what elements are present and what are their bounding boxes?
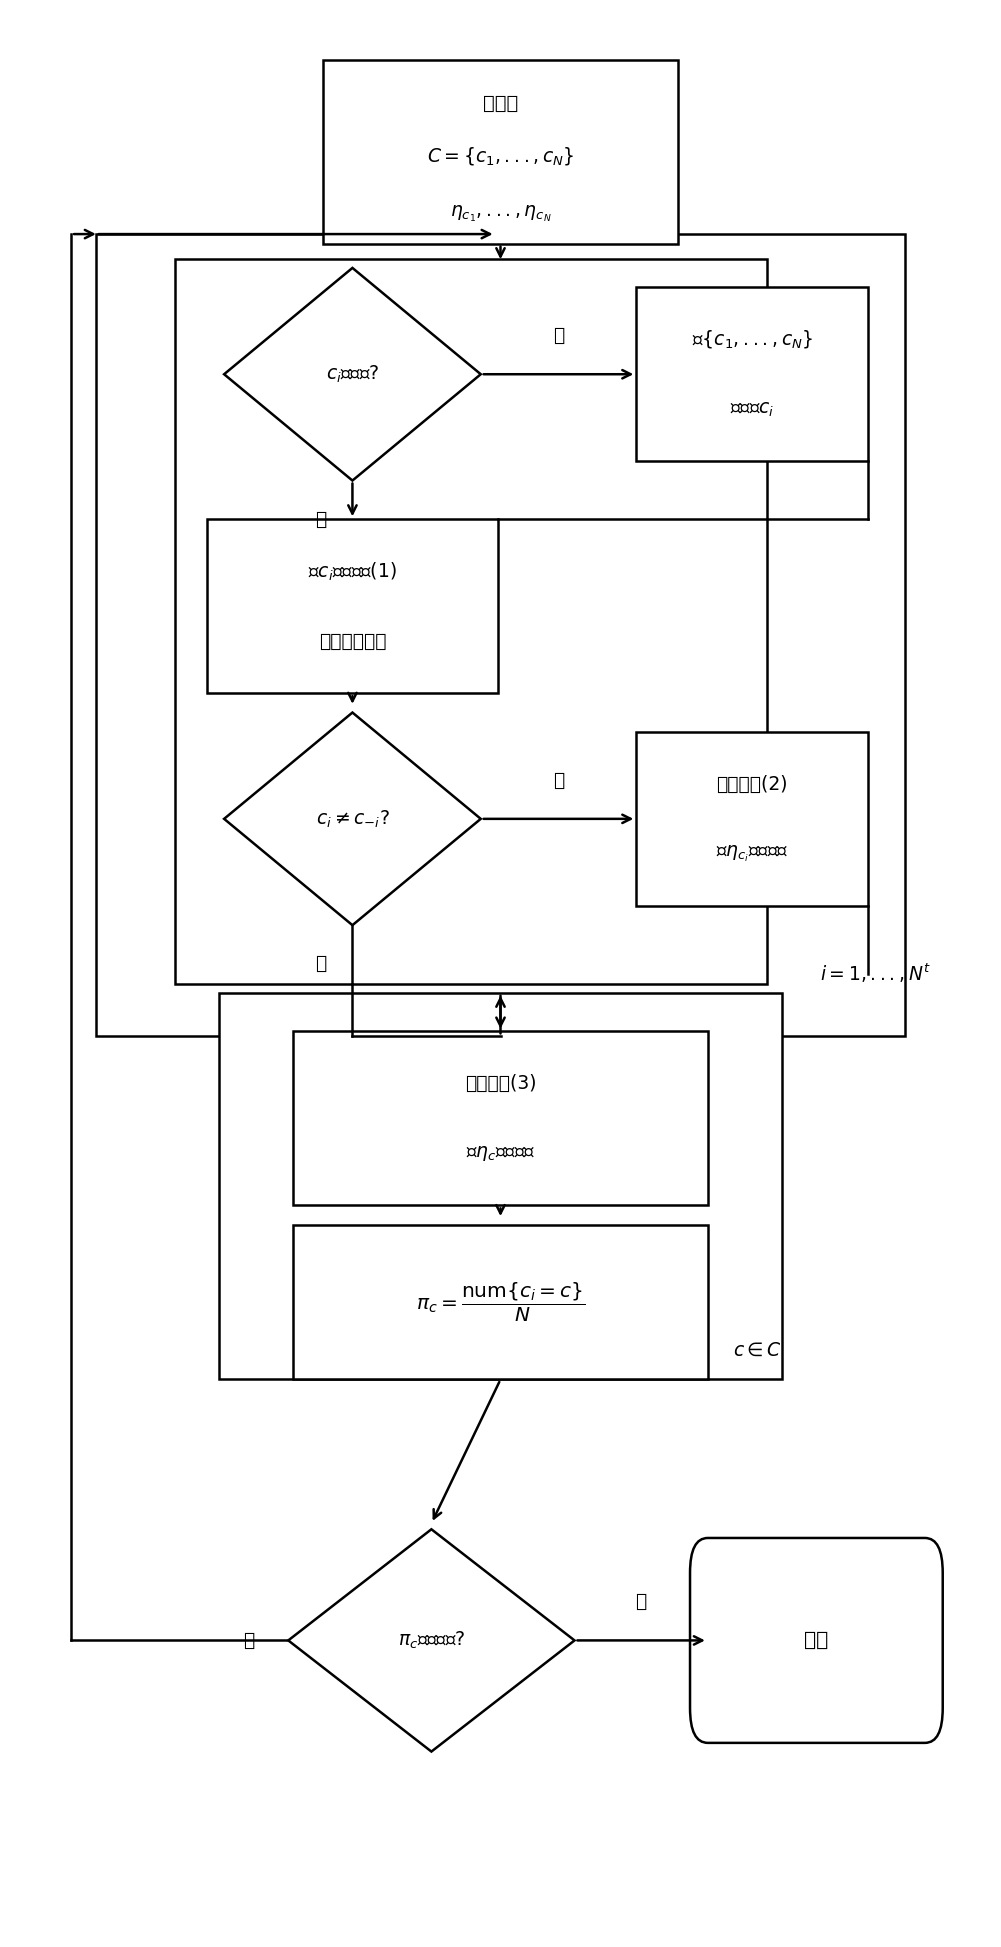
Text: 初始化: 初始化 — [482, 93, 519, 113]
Text: $C=\{c_1,...,c_N\}$: $C=\{c_1,...,c_N\}$ — [426, 144, 575, 167]
Bar — [293, 1032, 708, 1205]
Text: 依照公式(3): 依照公式(3) — [464, 1075, 537, 1092]
FancyBboxPatch shape — [690, 1538, 943, 1743]
Text: $c_i$是单子?: $c_i$是单子? — [325, 364, 379, 386]
Text: 从$\{c_1,...,c_N\}$: 从$\{c_1,...,c_N\}$ — [692, 329, 813, 350]
Bar — [293, 1225, 708, 1380]
Bar — [207, 520, 498, 693]
Text: $c_i \neq c_{-i}$?: $c_i \neq c_{-i}$? — [315, 808, 389, 829]
Bar — [637, 288, 868, 461]
Text: 是: 是 — [553, 771, 565, 790]
Text: 是: 是 — [636, 1593, 647, 1612]
Text: 否: 否 — [243, 1632, 254, 1649]
Text: 是: 是 — [553, 325, 565, 345]
Text: $\eta_{c_1},...,\eta_{c_N}$: $\eta_{c_1},...,\eta_{c_N}$ — [449, 204, 552, 224]
Text: $\pi_c = \dfrac{\mathrm{num}\{c_i=c\}}{N}$: $\pi_c = \dfrac{\mathrm{num}\{c_i=c\}}{N… — [416, 1281, 585, 1324]
Bar — [96, 234, 905, 1036]
Text: $c\in C$: $c\in C$ — [733, 1341, 782, 1359]
Polygon shape — [224, 713, 480, 925]
Text: $\pi_c$平稳分布?: $\pi_c$平稳分布? — [397, 1630, 465, 1651]
Polygon shape — [288, 1528, 575, 1752]
Text: 结束: 结束 — [804, 1632, 829, 1649]
Bar — [322, 60, 679, 243]
Text: 对$\eta_{c_i}$进行抽样: 对$\eta_{c_i}$进行抽样 — [716, 843, 789, 864]
Bar — [637, 732, 868, 905]
Text: $i=1,...,N^t$: $i=1,...,N^t$ — [820, 962, 931, 985]
Bar — [175, 259, 767, 983]
Text: 对$\eta_c$进行抽样: 对$\eta_c$进行抽样 — [465, 1143, 536, 1162]
Bar — [219, 993, 782, 1380]
Text: 否: 否 — [315, 954, 326, 974]
Text: 依照公式(2): 依照公式(2) — [717, 775, 788, 794]
Text: 中移除$c_i$: 中移除$c_i$ — [730, 399, 775, 419]
Text: 对$c_i$依照公式(1): 对$c_i$依照公式(1) — [308, 561, 396, 582]
Text: 进行随机抽样: 进行随机抽样 — [318, 631, 386, 650]
Polygon shape — [224, 269, 480, 481]
Text: 否: 否 — [315, 510, 326, 530]
